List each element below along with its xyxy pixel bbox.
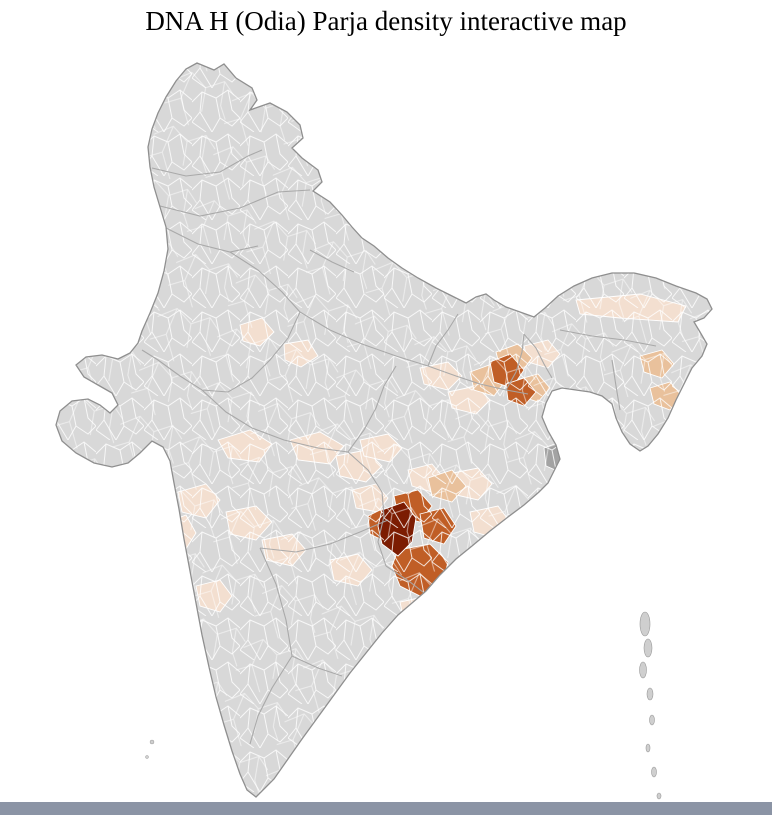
andaman-nicobar-islands[interactable] — [639, 611, 662, 800]
island[interactable] — [639, 611, 651, 637]
island[interactable] — [656, 792, 662, 800]
district-region[interactable] — [399, 595, 441, 629]
island[interactable] — [643, 638, 653, 658]
bottom-bar — [0, 802, 772, 815]
island[interactable] — [149, 739, 155, 745]
island[interactable] — [651, 766, 657, 778]
island[interactable] — [145, 755, 149, 759]
page-title: DNA H (Odia) Parja density interactive m… — [145, 6, 627, 36]
island[interactable] — [649, 714, 655, 726]
island[interactable] — [646, 687, 654, 701]
island[interactable] — [639, 661, 647, 679]
map-base[interactable] — [56, 63, 712, 797]
lakshadweep-islands[interactable] — [145, 739, 155, 759]
state-boundaries — [141, 149, 657, 745]
island[interactable] — [645, 743, 651, 753]
